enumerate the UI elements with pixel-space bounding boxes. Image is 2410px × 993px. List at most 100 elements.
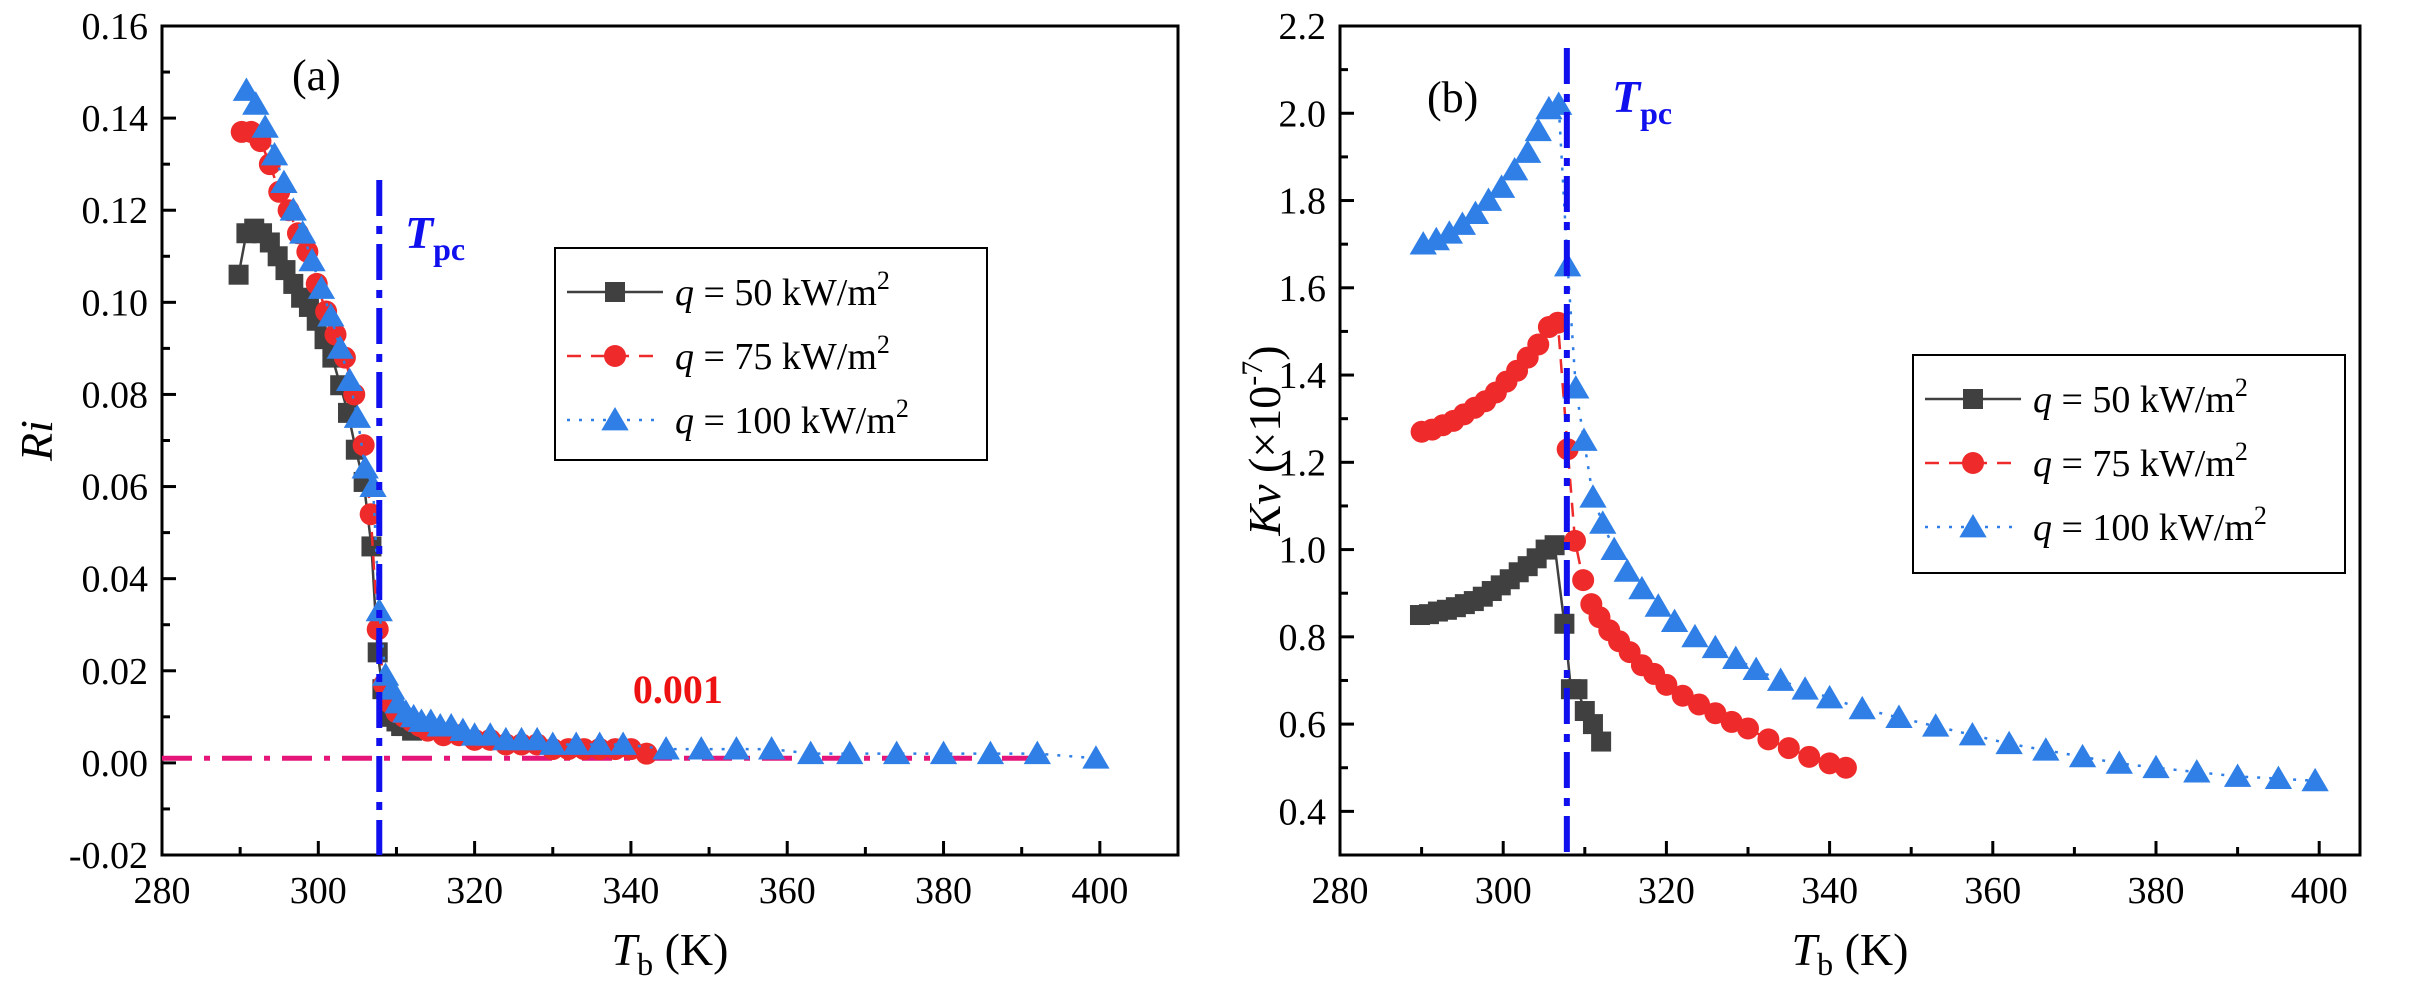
tpc-label: Tpc — [1612, 71, 1672, 131]
data-point-t100 — [1487, 174, 1516, 198]
data-point-t75 — [1671, 684, 1694, 707]
legend-label-sup: 2 — [896, 394, 909, 423]
data-point-s100 — [539, 731, 567, 755]
legend-label-prefix: q — [2033, 379, 2052, 421]
y-tick-label: 2.0 — [1279, 93, 1327, 135]
x-axis-title-sub: b — [637, 946, 653, 982]
x-tick-label: 340 — [1801, 870, 1858, 912]
y-axis-title-main: Kv — [1239, 484, 1290, 537]
data-point-s100 — [523, 726, 551, 751]
plot-frame — [1338, 24, 2362, 857]
data-point-t100 — [2068, 743, 2097, 768]
data-point-s100 — [687, 736, 715, 760]
y-axis-title-sup: -7 — [1236, 361, 1269, 386]
data-point-t100 — [2301, 767, 2329, 792]
x-axis-title-unit: (K) — [653, 924, 728, 975]
panel-b: 280 300 320 340 360 380 400 0.4 0.6 0.8 1.0 1.2 1.4 1… — [1236, 6, 2362, 982]
y-tick-label: 2.2 — [1279, 6, 1327, 48]
data-point-t100 — [1681, 623, 1709, 648]
x-axis-title: Tb (K) — [1792, 924, 1909, 982]
data-point-s100 — [326, 335, 354, 359]
data-point-t75 — [1757, 728, 1780, 751]
y-tick-label: 0.6 — [1279, 704, 1327, 746]
data-point-t100 — [1701, 634, 1730, 659]
data-point-t75 — [1527, 333, 1550, 356]
y-tick-label: 1.2 — [1279, 442, 1327, 484]
legend-box — [554, 247, 988, 461]
data-point-t100 — [1628, 575, 1656, 600]
series-line-t75 — [1421, 320, 1847, 769]
legend-label-text: = 75 kW/m — [2052, 443, 2235, 485]
x-tick-label: 320 — [1638, 870, 1695, 912]
legend-label-text: = 75 kW/m — [694, 336, 877, 378]
data-point-t100 — [1660, 608, 1689, 632]
data-point-t100 — [1848, 695, 1876, 720]
threshold-label: 0.001 — [633, 667, 723, 712]
y-tick-label: 0.4 — [1279, 791, 1327, 833]
y-axis-title-main: Ri — [11, 420, 62, 462]
data-point-s100 — [307, 275, 336, 299]
y-tick-label: 1.4 — [1279, 355, 1327, 397]
data-point-t100 — [2032, 737, 2060, 761]
legend-label-t50: q = 50 kW/m2 — [2033, 373, 2248, 421]
legend-label-text: = 100 kW/m — [2052, 507, 2254, 549]
series-t75 — [1410, 311, 1857, 779]
data-point-s100 — [929, 740, 958, 765]
x-axis-title-sub: b — [1817, 946, 1833, 982]
legend-label-s50: q = 50 kW/m2 — [675, 266, 890, 314]
legend-label-sup: 2 — [2254, 501, 2267, 530]
data-point-t100 — [1422, 226, 1450, 251]
x-axis-title-main: T — [1792, 924, 1821, 975]
legend-label-s75: q = 75 kW/m2 — [675, 330, 890, 378]
data-point-t100 — [1570, 427, 1598, 451]
legend-label-sup: 2 — [2235, 437, 2248, 466]
y-tick-label: 1.6 — [1279, 268, 1327, 310]
data-point-s100 — [476, 722, 504, 746]
data-point-s100 — [289, 220, 317, 244]
data-point-s100 — [365, 597, 393, 622]
data-point-t100 — [1613, 558, 1641, 582]
data-point-t100 — [1766, 667, 1795, 691]
legend-marker-t75 — [1962, 452, 1984, 474]
tpc-label: Tpc — [405, 207, 465, 267]
y-tick-label: 0.02 — [82, 651, 149, 693]
data-point-t100 — [1742, 656, 1770, 680]
series-t50 — [1409, 535, 1612, 752]
data-point-s100 — [343, 404, 372, 428]
y-tick-label: 1.0 — [1279, 530, 1327, 572]
y-tick-label: -0.02 — [69, 835, 148, 877]
y-tick-label: 0.04 — [82, 559, 149, 601]
legend-label-sup: 2 — [877, 330, 890, 359]
legend-label-sup: 2 — [877, 266, 890, 295]
data-point-t75 — [1737, 717, 1759, 740]
data-point-t75 — [1688, 693, 1711, 716]
data-point-t100 — [1514, 139, 1542, 163]
data-point-s100 — [836, 740, 864, 765]
legend-label-prefix: q — [2033, 507, 2052, 549]
panel-label: (a) — [292, 51, 341, 100]
data-point-t75 — [1704, 702, 1727, 725]
tpc-label-sub: pc — [1640, 95, 1672, 131]
data-point-t75 — [1798, 745, 1821, 768]
y-axis-title-unit: (×10 — [1239, 386, 1290, 485]
data-point-s100 — [260, 141, 289, 166]
x-axis-title-unit: (K) — [1833, 924, 1908, 975]
data-point-t100 — [2264, 765, 2293, 790]
data-point-t50 — [1544, 535, 1565, 556]
data-point-t50 — [1567, 679, 1588, 700]
data-point-t100 — [1644, 593, 1672, 617]
data-point-t100 — [1958, 722, 1987, 746]
data-point-s100 — [351, 455, 379, 479]
data-point-s100 — [757, 736, 786, 760]
x-tick-label: 320 — [446, 870, 503, 912]
x-axis-title: Tb (K) — [612, 924, 729, 982]
y-tick-label: 0.14 — [82, 98, 149, 140]
data-point-t100 — [1995, 730, 2023, 755]
data-point-s75 — [359, 503, 382, 526]
data-point-t100 — [1589, 510, 1617, 534]
series-s100 — [232, 77, 1110, 769]
data-point-t100 — [1791, 676, 1819, 700]
data-point-t100 — [2105, 750, 2133, 774]
x-tick-label: 300 — [290, 870, 347, 912]
